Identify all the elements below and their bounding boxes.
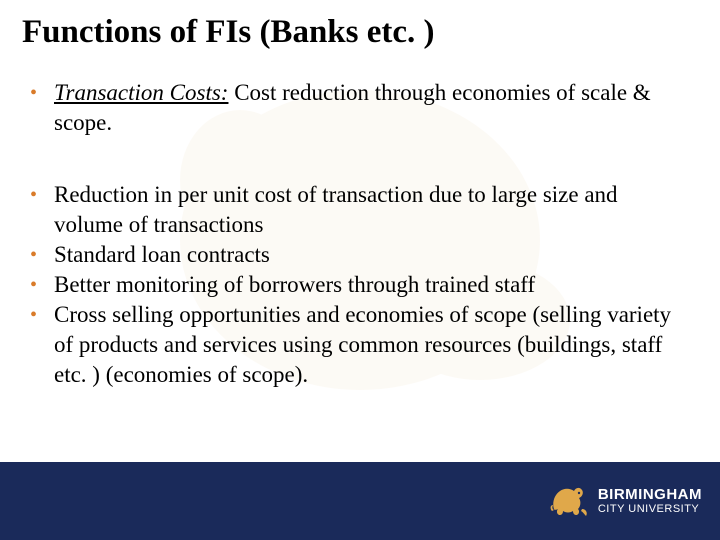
bullet-text: Better monitoring of borrowers through t… (54, 270, 692, 300)
bullet-text: Standard loan contracts (54, 240, 692, 270)
footer-bar: BIRMINGHAM CITY UNIVERSITY (0, 462, 720, 540)
bullet-marker: • (28, 180, 54, 210)
university-line2: CITY UNIVERSITY (598, 504, 702, 515)
bullet-text: Transaction Costs: Cost reduction throug… (54, 78, 692, 138)
bullet-item: • Transaction Costs: Cost reduction thro… (28, 78, 692, 138)
bullet-item: • Cross selling opportunities and econom… (28, 300, 692, 390)
slide-title: Functions of FIs (Banks etc. ) (22, 14, 435, 51)
bullet-marker: • (28, 240, 54, 270)
spacer (28, 138, 692, 180)
bullet-item: • Standard loan contracts (28, 240, 692, 270)
slide: Functions of FIs (Banks etc. ) • Transac… (0, 0, 720, 540)
university-line1: BIRMINGHAM (598, 487, 702, 502)
bullet-lead: Transaction Costs: (54, 80, 228, 105)
bullet-item: • Better monitoring of borrowers through… (28, 270, 692, 300)
slide-content: • Transaction Costs: Cost reduction thro… (28, 78, 692, 390)
university-logo: BIRMINGHAM CITY UNIVERSITY (546, 479, 702, 523)
bullet-text: Reduction in per unit cost of transactio… (54, 180, 692, 240)
bullet-marker: • (28, 78, 54, 108)
bullet-item: • Reduction in per unit cost of transact… (28, 180, 692, 240)
bullet-text: Cross selling opportunities and economie… (54, 300, 692, 390)
bullet-marker: • (28, 300, 54, 330)
lion-icon (546, 479, 590, 523)
university-name: BIRMINGHAM CITY UNIVERSITY (598, 487, 702, 515)
bullet-marker: • (28, 270, 54, 300)
